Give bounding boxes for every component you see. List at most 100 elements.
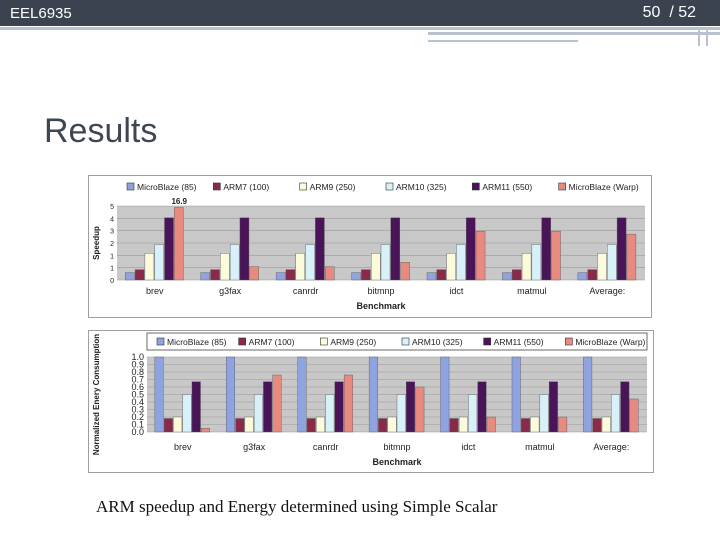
y-axis-label: Speedup [92,226,101,260]
bar [315,217,325,281]
y-tick-label: 3 [110,229,114,236]
y-tick-label: 1.0 [131,352,144,362]
speedup-chart-frame: MicroBlaze (85) ARM7 (100) ARM9 (250) ARM10… [88,175,652,318]
legend-label: MicroBlaze (Warp) [575,337,645,347]
bar [191,381,201,433]
legend-swatch [126,182,135,191]
y-tick-label: 1 [110,266,114,273]
legend-swatch [320,337,328,346]
bar [611,394,620,433]
bar [607,244,617,281]
bar [325,394,335,433]
bar [597,253,607,281]
bar [173,416,183,433]
bar [629,398,639,433]
legend-label: MicroBlaze (Warp) [569,182,639,192]
bar [334,381,344,433]
bar [521,418,530,433]
bar [125,272,135,281]
bar [305,244,315,281]
bar [583,356,593,433]
bar [253,394,263,433]
category-label: matmul [525,442,555,452]
bar [174,207,184,281]
y-tick-label: 0.4 [131,397,144,407]
legend-label: ARM11 (550) [482,182,532,192]
legend-label: ARM9 (250) [330,337,376,347]
bars [154,356,639,433]
y-tick-label: 4 [110,216,114,223]
bar [351,272,361,281]
bar [541,217,551,281]
bar [201,428,210,433]
page-current: 50 [642,4,661,21]
header-rule-short-2 [428,40,578,42]
x-axis-label: Benchmark [356,301,406,311]
bar [163,418,173,433]
y-tick-label: 0.1 [131,420,144,430]
bar [446,253,456,281]
bar [361,269,371,281]
bar [239,217,250,281]
bar [539,394,549,433]
slide-caption: ARM speedup and Energy determined using … [96,497,498,516]
bar [468,394,478,433]
bar [449,418,459,433]
legend-label: ARM7 (100) [223,182,269,192]
bar [324,266,335,281]
y-tick-label: 0 [110,278,114,285]
page-total: / 52 [669,4,696,21]
course-code: EEL6935 [10,5,72,22]
legend-swatch [558,182,566,191]
y-tick-label: 1 [110,253,114,260]
bar [436,269,447,281]
legend-swatch [213,182,221,191]
bar [390,217,401,281]
energy-chart: MicroBlaze (85) ARM7 (100) ARM9 (250) ARM10… [92,332,648,467]
bar [548,381,558,433]
bar [244,416,254,433]
category-label: canrdr [293,286,319,296]
category-label: brev [174,442,192,452]
bar [551,230,561,281]
category-label: Average: [589,286,625,296]
header-rule-vertical [698,28,700,46]
slide-header: EEL6935 50 / 52 [0,0,720,26]
bar [134,269,145,281]
chart-legend: MicroBlaze (85) ARM7 (100) ARM9 (250) ARM10… [146,332,648,351]
bar [210,269,220,281]
x-axis-label: Benchmark [372,457,422,467]
legend-label: ARM10 (325) [396,182,447,192]
legend-swatch [385,182,394,191]
bar [521,253,532,281]
bar [378,418,388,433]
bar [577,272,588,281]
bar [154,356,164,433]
bar [272,374,282,433]
bar [530,416,540,433]
bar [587,269,597,281]
header-rule-long [0,27,720,30]
bar [343,374,353,433]
category-label: matmul [517,286,547,296]
bar [502,272,512,281]
header-rule-short [428,32,720,35]
y-tick-label: 5 [110,204,114,211]
legend-label: ARM11 (550) [494,337,544,347]
category-label: g3fax [243,442,266,452]
bar [616,217,627,281]
bar [235,418,245,433]
bar [475,230,486,281]
category-label: bitmnp [367,286,394,296]
legend-swatch [472,182,480,191]
chart-legend: MicroBlaze (85) ARM7 (100) ARM9 (250) ARM10… [126,182,639,192]
bar [426,272,437,281]
bar [275,272,286,281]
legend-swatch [299,182,307,191]
bar [144,253,155,281]
bar [380,244,391,281]
data-label: 16.9 [171,197,187,206]
category-label: Average: [593,442,629,452]
page-number: 50 / 52 [643,4,696,22]
bar [440,356,450,433]
